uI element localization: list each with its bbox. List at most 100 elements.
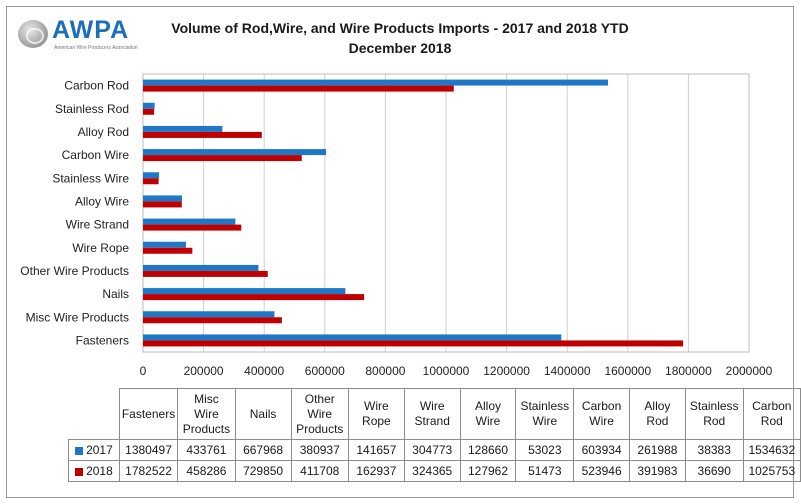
table-header-text: Alloy Wire [475,399,502,428]
table-header-text: Wire [307,406,333,421]
table-header-text: Other [304,391,335,406]
bar-2018 [143,247,193,254]
table-cell: 391983 [629,460,686,482]
table-cell: 324365 [403,460,461,482]
table-row: 2017 1380497 433761 667968 380937 141657 30477… [68,439,801,461]
table-header-text: Wire [364,399,389,413]
bar-2017 [143,195,182,202]
table-cell: 128660 [459,439,517,461]
table-cell: 141657 [347,439,405,461]
table-header-text: Wire [532,414,558,428]
table-header-cell: Alloy Rod [629,388,686,440]
plot-area [142,73,750,353]
category-label: Fasteners [76,333,129,347]
legend-series-name: 2018 [86,464,113,478]
category-label: Other Wire Products [20,264,129,278]
bar-2018 [143,201,182,208]
legend-swatch [75,467,84,476]
table-header-cell: Stainless Wire [515,388,575,440]
bar-2018 [143,108,155,115]
bar-2017 [143,288,346,295]
table-header-text: Fasteners [121,406,176,421]
bar-2018 [143,270,268,277]
x-tick-label: 1800000 [665,364,712,378]
table-cell: 729850 [234,460,292,482]
table-header-cell: Other Wire Products [290,388,349,440]
table-header-text: Wire [419,399,445,413]
x-tick-label: 1400000 [544,364,591,378]
table-cell: 162937 [347,460,405,482]
table-header-text: Rope [362,414,391,428]
logo-brand: AWPA [52,16,130,44]
bar-2018 [143,224,242,231]
table-cell: 1782522 [118,460,179,482]
x-tick-label: 200000 [184,364,224,378]
chart-title: Volume of Rod,Wire, and Wire Products Im… [140,18,660,58]
x-tick-label: 400000 [244,364,284,378]
table-cell: 523946 [573,460,631,482]
table-cell: 380937 [290,439,349,461]
table-cell: 38383 [684,439,744,461]
table-header-text: Products [182,421,231,436]
table-header-text: Stainless [689,399,739,413]
table-header-cell: Wire Rope [347,388,405,440]
x-tick-label: 1200000 [483,364,530,378]
bar-2017 [143,334,562,341]
x-tick-label: 2000000 [726,364,773,378]
table-header-cell: Wire Strand [403,388,461,440]
table-header-cell: Nails [234,388,292,440]
bar-2017 [143,241,186,248]
bar-2017 [143,149,326,156]
globe-icon [18,20,48,48]
table-cell: 304773 [403,439,461,461]
bar-2017 [143,102,155,109]
bar-2018 [143,131,262,138]
bar-2017 [143,264,259,271]
category-label: Alloy Rod [78,125,129,139]
category-label: Nails [102,287,129,301]
table-header-cell: Alloy Wire [459,388,517,440]
logo-tagline: American Wire Producers Association [54,45,138,51]
bar-2017 [143,311,275,318]
bar-2017 [143,79,608,86]
table-header-text: Products [296,421,344,436]
table-header-cell: Carbon Wire [573,388,631,440]
table-header-cell: Fasteners [118,388,179,440]
table-cell: 1380497 [118,439,179,461]
table-cell: 411708 [290,460,349,482]
table-header-text: Alloy Rod [644,399,671,428]
table-header-row: Fasteners Misc Wire Products Nails Other Wire… [68,388,801,440]
table-header-text: Carbon [752,399,792,413]
table-header-cell: Stainless Rod [684,388,744,440]
table-cell: 51473 [515,460,575,482]
category-label: Wire Rope [72,241,129,255]
category-label: Carbon Rod [64,79,129,93]
category-label: Alloy Wire [75,194,129,208]
table-header-text: Misc Wire [194,391,219,421]
table-header-text: Strand [414,414,450,428]
bar-2018 [143,340,684,347]
x-tick-label: 1000000 [423,364,470,378]
table-cell: 433761 [177,439,236,461]
legend-key-cell: 2017 [68,439,120,461]
x-tick-label: 800000 [365,364,405,378]
table-corner-cell [68,388,120,440]
x-tick-label: 1600000 [604,364,651,378]
table-header-text: Stainless [520,399,570,413]
category-label: Stainless Wire [52,171,129,185]
x-tick-label: 600000 [305,364,345,378]
table-cell: 1534632 [742,439,801,461]
table-cell: 53023 [515,439,575,461]
table-cell: 36690 [684,460,744,482]
table-header-text: Wire [589,414,614,428]
bar-2018 [143,294,365,301]
table-cell: 127962 [459,460,517,482]
table-cell: 1025753 [742,460,801,482]
category-label: Carbon Wire [62,148,130,162]
legend-key-cell: 2018 [68,460,120,482]
table-header-cell: Carbon Rod [742,388,801,440]
bar-2017 [143,125,223,132]
bar-2017 [143,172,160,179]
table-header-text: Rod [703,414,726,428]
chart-title-line-1: Volume of Rod,Wire, and Wire Products Im… [171,20,629,36]
